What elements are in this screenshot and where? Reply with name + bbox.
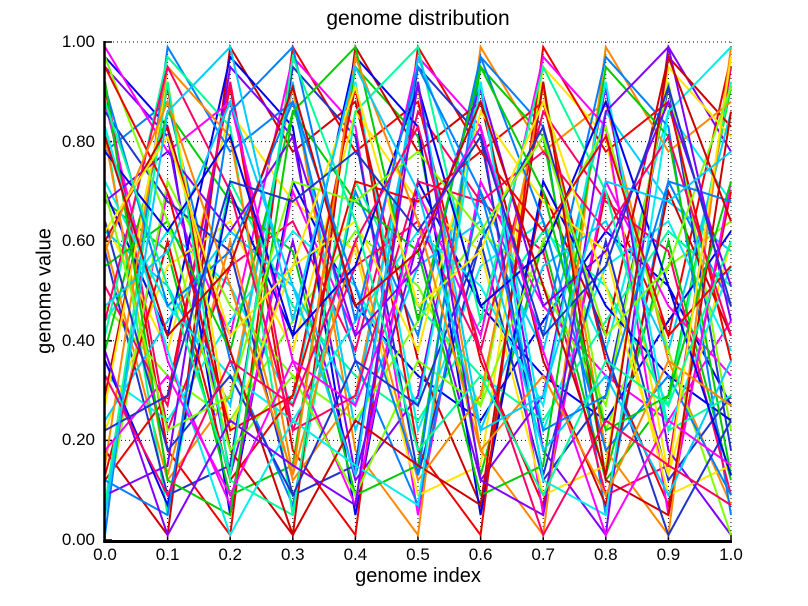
chart-title: genome distribution bbox=[326, 7, 510, 30]
genome-line bbox=[105, 44, 732, 517]
genome-line bbox=[105, 124, 732, 538]
x-tick-label: 0.3 bbox=[280, 545, 305, 564]
genome-line bbox=[105, 44, 732, 538]
genome-line bbox=[105, 52, 732, 498]
y-tick-label: 0.40 bbox=[61, 330, 95, 350]
y-tick-label: 0.80 bbox=[61, 131, 95, 151]
y-tick-label: 0.00 bbox=[61, 530, 95, 549]
x-tick-label: 0.9 bbox=[656, 545, 681, 564]
genome-line bbox=[105, 124, 732, 538]
genome-line bbox=[105, 124, 732, 538]
genome-line bbox=[105, 52, 732, 476]
x-tick-label: 0.2 bbox=[218, 545, 242, 564]
x-tick-label: 0.7 bbox=[531, 545, 555, 564]
genome-line bbox=[105, 44, 732, 517]
x-tick-label: 1.0 bbox=[719, 545, 743, 564]
series-group bbox=[105, 44, 732, 538]
y-tick-label: 1.00 bbox=[61, 32, 95, 51]
x-tick-label: 0.8 bbox=[593, 545, 618, 564]
y-tick-label: 0.20 bbox=[61, 430, 95, 450]
genome-line bbox=[105, 83, 732, 432]
genome-line bbox=[105, 81, 732, 538]
x-tick-label: 0.0 bbox=[93, 545, 117, 564]
x-tick-label: 0.1 bbox=[155, 545, 180, 564]
genome-line bbox=[105, 44, 732, 538]
x-tick-label: 0.6 bbox=[468, 545, 493, 564]
genome-line bbox=[105, 44, 732, 516]
x-axis-label: genome index bbox=[355, 565, 481, 587]
genome-line bbox=[105, 66, 732, 432]
genome-line bbox=[105, 46, 732, 538]
genome-line bbox=[105, 46, 732, 538]
genome-line bbox=[105, 56, 732, 476]
x-tick-label: 0.5 bbox=[406, 545, 430, 564]
genome-line bbox=[105, 52, 732, 498]
y-tick-label: 0.60 bbox=[61, 231, 95, 251]
genome-line bbox=[105, 52, 732, 498]
x-tick-label: 0.4 bbox=[343, 545, 368, 564]
